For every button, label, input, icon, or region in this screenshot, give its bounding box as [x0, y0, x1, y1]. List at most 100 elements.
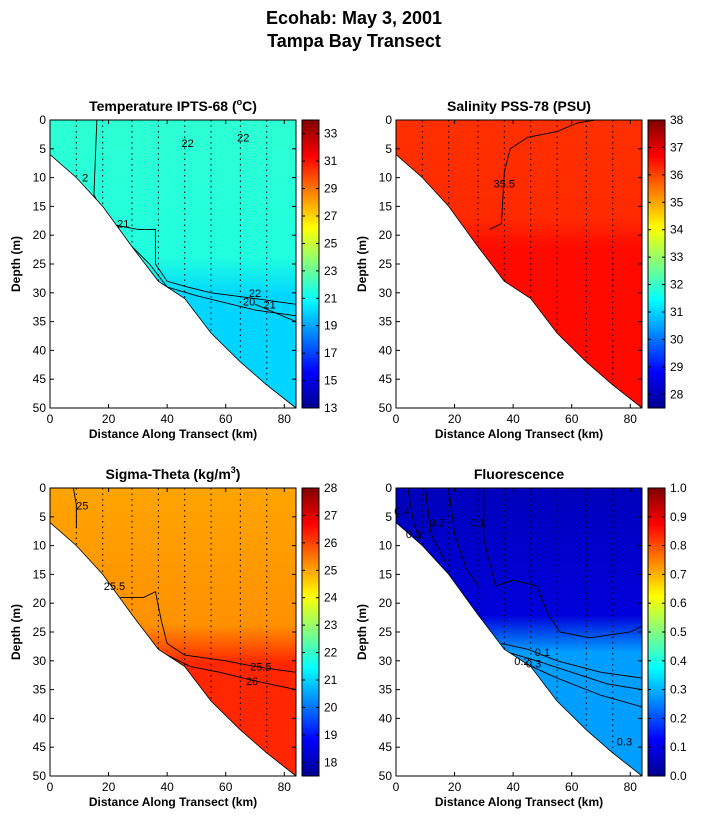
y-tick-label: 10: [33, 539, 47, 553]
y-tick-label: 50: [33, 769, 47, 783]
y-tick-label: 20: [379, 596, 393, 610]
x-tick-label: 40: [160, 780, 174, 794]
contour-label: 20: [243, 296, 255, 308]
y-tick-label: 50: [379, 401, 393, 415]
x-tick-label: 20: [102, 412, 116, 426]
x-tick-label: 0: [393, 780, 400, 794]
y-tick-label: 30: [379, 286, 393, 300]
colorbar-tick-label: 21: [324, 673, 338, 687]
y-tick-label: 30: [379, 654, 393, 668]
colorbar-tick-label: 27: [324, 508, 338, 522]
y-tick-label: 15: [33, 199, 47, 213]
y-tick-label: 10: [379, 171, 393, 185]
figure-title: Ecohab: May 3, 2001: [265, 8, 443, 28]
x-tick-label: 20: [448, 780, 462, 794]
x-tick-label: 40: [506, 780, 520, 794]
y-tick-label: 45: [379, 740, 393, 754]
colorbar-tick-label: 32: [670, 278, 684, 292]
contour-label: 22: [182, 138, 194, 150]
y-tick-label: 5: [39, 510, 46, 524]
x-tick-label: 0: [47, 780, 54, 794]
x-tick-label: 0: [393, 412, 400, 426]
y-tick-label: 10: [379, 539, 393, 553]
y-axis-label: Depth (m): [355, 604, 369, 660]
x-tick-label: 60: [219, 780, 233, 794]
y-tick-label: 45: [33, 740, 47, 754]
x-tick-label: 0: [47, 412, 54, 426]
contour-label: 2: [82, 173, 88, 185]
contour-label: 22: [237, 132, 249, 144]
x-axis-label: Distance Along Transect (km): [435, 795, 603, 809]
y-tick-label: 20: [379, 228, 393, 242]
field-fill: [50, 120, 296, 408]
y-tick-label: 35: [379, 683, 393, 697]
colorbar-tick-label: 25: [324, 236, 338, 250]
contour-label: 22: [249, 288, 261, 300]
colorbar-tick-label: 25: [324, 563, 338, 577]
colorbar-tick-label: 22: [324, 646, 338, 660]
contour-label: 35.5: [494, 178, 515, 190]
colorbar-tick-label: 0.6: [670, 596, 687, 610]
y-tick-label: 0: [385, 113, 392, 127]
y-tick-label: 50: [379, 769, 393, 783]
field-fill: [50, 488, 296, 776]
x-axis-label: Distance Along Transect (km): [89, 795, 257, 809]
y-tick-label: 10: [33, 171, 47, 185]
y-tick-label: 15: [33, 567, 47, 581]
x-tick-label: 40: [160, 412, 174, 426]
colorbar-tick-label: 30: [670, 332, 684, 346]
colorbar-tick-label: 0.0: [670, 769, 687, 783]
colorbar-tick-label: 23: [324, 618, 338, 632]
figure-subtitle: Tampa Bay Transect: [267, 31, 441, 51]
y-tick-label: 0: [39, 481, 46, 495]
colorbar-tick-label: 18: [324, 755, 338, 769]
contour-label: 21: [264, 299, 276, 311]
y-tick-label: 45: [33, 372, 47, 386]
contour-label: 26: [246, 676, 258, 688]
colorbar-tick-label: 28: [670, 387, 684, 401]
y-axis-label: Depth (m): [9, 604, 23, 660]
colorbar-tick-label: 35: [670, 195, 684, 209]
contour-line: [483, 488, 642, 639]
y-tick-label: 30: [33, 286, 47, 300]
y-tick-label: 20: [33, 228, 47, 242]
colorbar-tick-label: 13: [324, 401, 338, 415]
y-tick-label: 35: [33, 683, 47, 697]
panel-title: Salinity PSS-78 (PSU): [447, 98, 591, 114]
colorbar-tick-label: 0.4: [670, 654, 687, 668]
colorbar-tick-label: 29: [324, 182, 338, 196]
colorbar-tick-label: 1.0: [670, 481, 687, 495]
y-tick-label: 35: [33, 315, 47, 329]
x-tick-label: 60: [565, 780, 579, 794]
x-tick-label: 40: [506, 412, 520, 426]
panel-1: 35.5 0 20 40 60 80 0 5 10 15 20 25 30 35 40 45 50 Distanc…: [355, 98, 684, 441]
colorbar-tick-label: 33: [670, 250, 684, 264]
x-tick-label: 60: [565, 412, 579, 426]
colorbar-tick-label: 0.1: [670, 740, 687, 754]
contour-line: [518, 660, 642, 708]
colorbar-tick-label: 0.2: [670, 711, 687, 725]
y-tick-label: 5: [39, 142, 46, 156]
contour-label: 25.5: [250, 662, 271, 674]
y-tick-label: 40: [379, 711, 393, 725]
contour-label: 0.2: [429, 518, 444, 530]
y-tick-label: 40: [379, 343, 393, 357]
field-fill: [396, 488, 642, 776]
contour-label: 0.2: [514, 656, 529, 668]
colorbar-tick-label: 36: [670, 168, 684, 182]
y-tick-label: 15: [379, 199, 393, 213]
y-tick-label: 35: [379, 315, 393, 329]
field-area: [396, 488, 642, 776]
y-axis-label: Depth (m): [9, 236, 23, 292]
colorbar-tick-label: 27: [324, 209, 338, 223]
y-tick-label: 5: [385, 510, 392, 524]
y-axis-label: Depth (m): [355, 236, 369, 292]
contour-line: [448, 488, 479, 587]
contour-label: 0.1: [535, 647, 550, 659]
colorbar: [301, 487, 320, 777]
x-tick-label: 20: [448, 412, 462, 426]
contour-line: [254, 303, 296, 323]
field-fill: [396, 120, 642, 408]
